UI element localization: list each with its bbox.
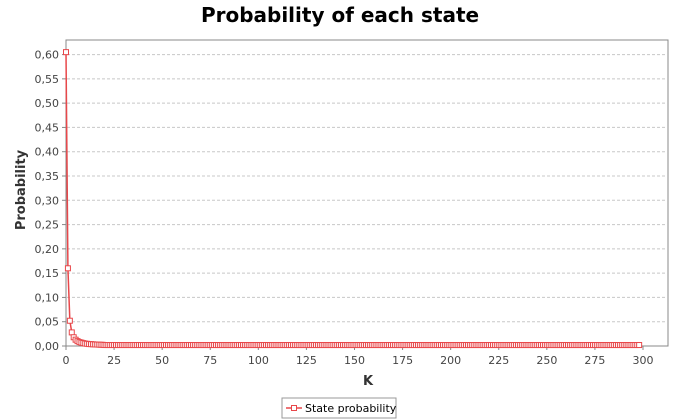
y-tick-label: 0,35 bbox=[35, 170, 60, 183]
data-point bbox=[68, 329, 75, 336]
y-tick-label: 0,55 bbox=[35, 73, 60, 86]
y-tick-label: 0,20 bbox=[35, 243, 60, 256]
y-tick-label: 0,00 bbox=[35, 340, 60, 353]
x-tick-label: 250 bbox=[536, 354, 557, 367]
grid-lines bbox=[67, 54, 667, 323]
x-tick-label: 75 bbox=[203, 354, 217, 367]
legend-box bbox=[281, 397, 397, 419]
y-tick-label: 0,25 bbox=[35, 219, 60, 232]
y-tick-label: 0,15 bbox=[35, 267, 60, 280]
data-point bbox=[64, 265, 71, 272]
x-tick-label: 150 bbox=[344, 354, 365, 367]
y-axis: 0,00 0,05 0,10 0,15 0,20 0,25 0,30 0,35 0,40 0,45… bbox=[35, 49, 66, 353]
data-point bbox=[66, 317, 73, 324]
x-tick-label: 100 bbox=[248, 354, 269, 367]
y-tick-label: 0,60 bbox=[35, 49, 60, 62]
x-tick-label: 300 bbox=[632, 354, 653, 367]
data-point bbox=[63, 49, 69, 56]
x-axis: 0 25 50 75 100 125 150 175 200 225 250 275 300 bbox=[63, 346, 653, 367]
data-point bbox=[636, 342, 643, 349]
series-layer bbox=[63, 49, 643, 349]
x-tick-label: 25 bbox=[107, 354, 121, 367]
y-tick-label: 0,05 bbox=[35, 316, 60, 329]
y-tick-label: 0,40 bbox=[35, 146, 60, 159]
x-tick-label: 175 bbox=[392, 354, 413, 367]
x-tick-label: 125 bbox=[296, 354, 317, 367]
legend-marker-icon bbox=[291, 405, 297, 411]
y-tick-label: 0,45 bbox=[35, 121, 60, 134]
x-tick-label: 200 bbox=[440, 354, 461, 367]
y-axis-label: Probability bbox=[14, 149, 29, 230]
legend[interactable]: State probability bbox=[281, 397, 397, 419]
chart-title: Probability of each state bbox=[201, 3, 479, 27]
legend-label: State probability bbox=[305, 402, 397, 415]
x-tick-label: 275 bbox=[584, 354, 605, 367]
x-tick-label: 0 bbox=[63, 354, 70, 367]
x-tick-label: 50 bbox=[155, 354, 169, 367]
x-tick-label: 225 bbox=[488, 354, 509, 367]
y-tick-label: 0,50 bbox=[35, 97, 60, 110]
y-tick-label: 0,10 bbox=[35, 291, 60, 304]
x-axis-label: K bbox=[363, 374, 374, 389]
plot-area bbox=[65, 39, 669, 347]
y-tick-label: 0,30 bbox=[35, 194, 60, 207]
